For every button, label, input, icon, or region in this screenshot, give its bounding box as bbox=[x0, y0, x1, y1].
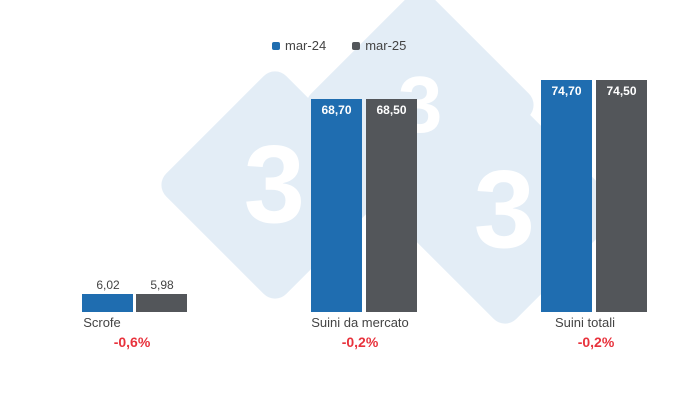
bar-scrofe-mar24[interactable] bbox=[82, 294, 133, 312]
value-label: 68,50 bbox=[376, 103, 407, 117]
bar-scrofe-mar25[interactable] bbox=[136, 294, 187, 312]
value-label: 5,98 bbox=[150, 278, 174, 292]
value-label: 68,70 bbox=[321, 103, 352, 117]
category-label: Suini da mercato bbox=[311, 315, 409, 330]
legend-label: mar-25 bbox=[365, 38, 407, 53]
legend-swatch-icon bbox=[272, 41, 280, 50]
bar-suini-totali-mar25[interactable]: 74,50 bbox=[596, 80, 647, 312]
legend-label: mar-24 bbox=[285, 38, 327, 53]
legend: mar-24 mar-25 bbox=[272, 38, 406, 53]
legend-swatch-icon bbox=[352, 41, 361, 50]
change-label: -0,2% bbox=[341, 334, 379, 350]
category-label: Scrofe bbox=[83, 315, 121, 330]
change-label: -0,6% bbox=[113, 334, 151, 350]
value-label: 74,50 bbox=[606, 84, 637, 98]
change-label: -0,2% bbox=[577, 334, 615, 350]
bar-suini-mercato-mar25[interactable]: 68,50 bbox=[366, 99, 417, 312]
category-label: Suini totali bbox=[555, 315, 615, 330]
bar-suini-totali-mar24[interactable]: 74,70 bbox=[541, 80, 592, 312]
legend-item-mar24[interactable]: mar-24 bbox=[272, 38, 326, 53]
value-label: 6,02 bbox=[96, 278, 120, 292]
legend-item-mar25[interactable]: mar-25 bbox=[352, 38, 406, 53]
value-label: 74,70 bbox=[551, 84, 582, 98]
bar-suini-mercato-mar24[interactable]: 68,70 bbox=[311, 99, 362, 312]
